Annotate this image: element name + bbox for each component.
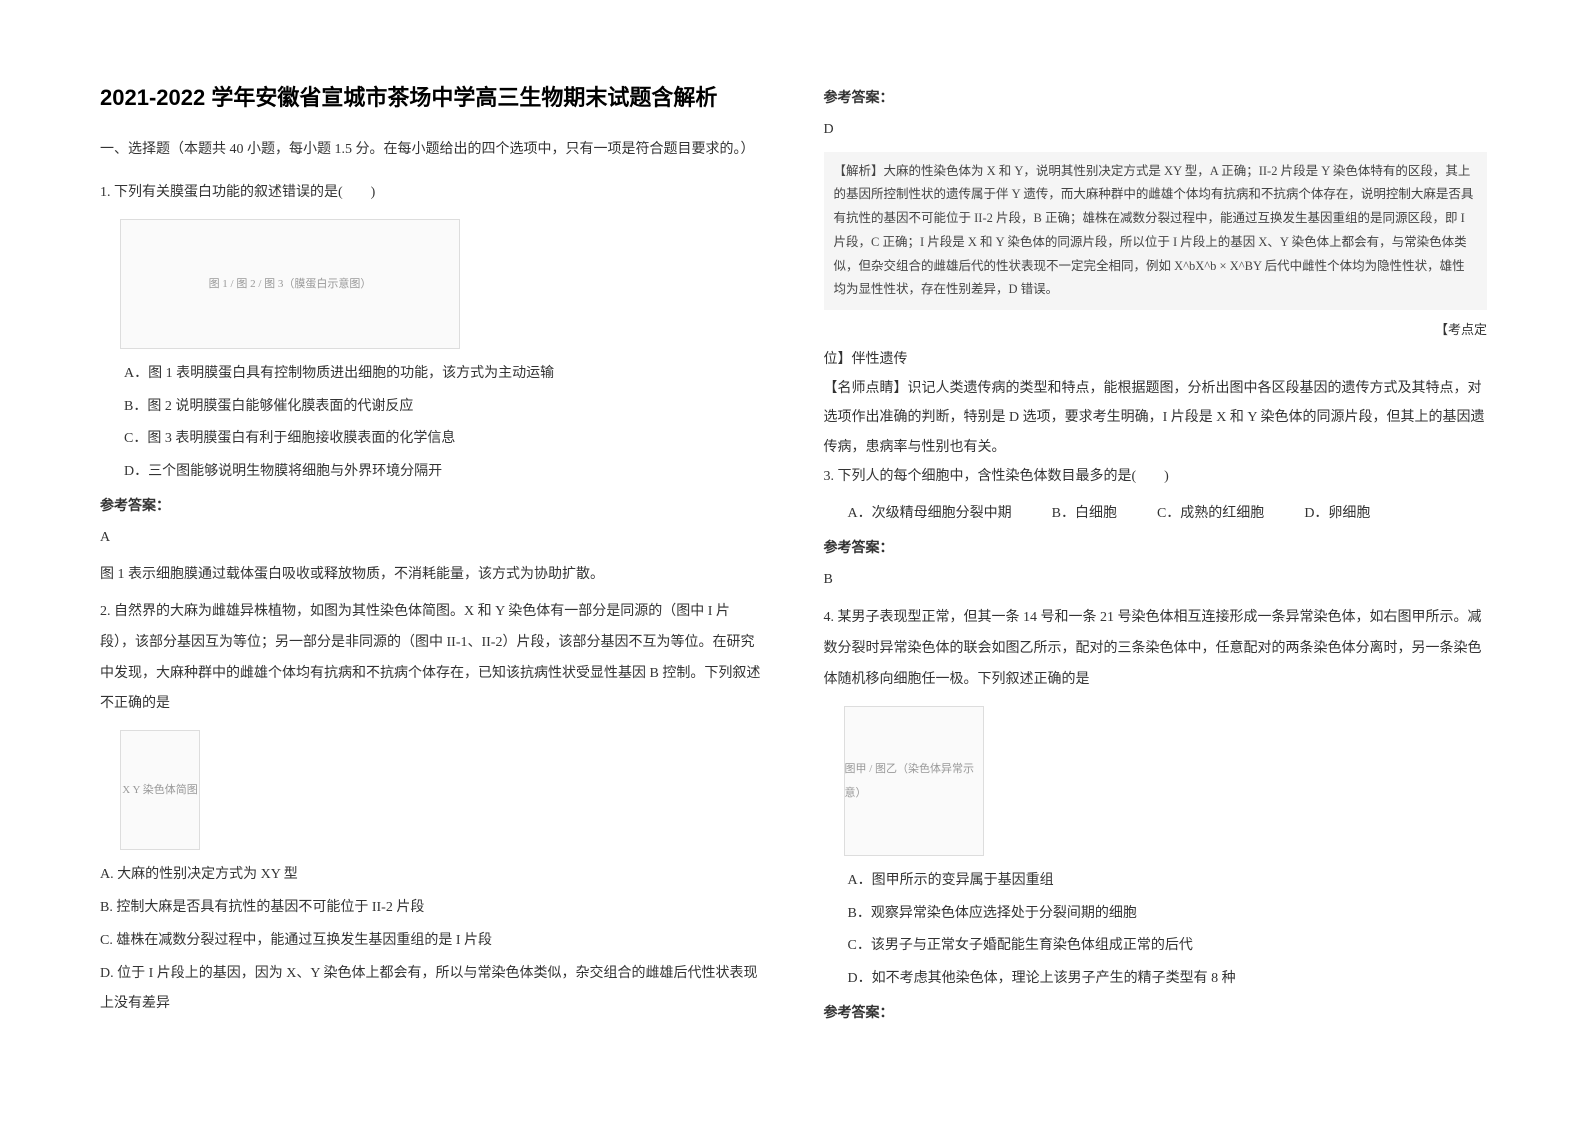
q4-answer-label: 参考答案： [824,999,1488,1030]
q4-option-c: C．该男子与正常女子婚配能生育染色体组成正常的后代 [848,931,1488,962]
section-header: 一、选择题（本题共 40 小题，每小题 1.5 分。在每小题给出的四个选项中，只… [100,135,764,166]
question-3: 3. 下列人的每个细胞中，含性染色体数目最多的是( ) A．次级精母细胞分裂中期… [824,462,1488,595]
q1-explanation: 图 1 表示细胞膜通过载体蛋白吸收或释放物质，不消耗能量，该方式为协助扩散。 [100,560,764,589]
q4-option-d: D．如不考虑其他染色体，理论上该男子产生的精子类型有 8 种 [848,964,1488,995]
q3-option-c: C．成熟的红细胞 [1157,499,1264,530]
right-column: 参考答案： D 【解析】大麻的性染色体为 X 和 Y，说明其性别决定方式是 XY… [824,80,1488,1082]
q2-explanation-box: 【解析】大麻的性染色体为 X 和 Y，说明其性别决定方式是 XY 型，A 正确；… [824,152,1488,311]
mingshi: 【名师点睛】识记人类遗传病的类型和特点，能根据题图，分析出图中各区段基因的遗传方… [824,374,1488,462]
question-1: 1. 下列有关膜蛋白功能的叙述错误的是( ) 图 1 / 图 2 / 图 3（膜… [100,178,764,589]
q2-option-a: A. 大麻的性别决定方式为 XY 型 [100,860,764,891]
page-title: 2021-2022 学年安徽省宣城市茶场中学高三生物期末试题含解析 [100,80,764,115]
q2-figure: X Y 染色体简图 [120,730,200,850]
q4-option-b: B．观察异常染色体应选择处于分裂间期的细胞 [848,899,1488,930]
question-4: 4. 某男子表现型正常，但其一条 14 号和一条 21 号染色体相互连接形成一条… [824,603,1488,1029]
q3-answer: B [824,565,1488,596]
q2-option-b: B. 控制大麻是否具有抗性的基因不可能位于 II-2 片段 [100,893,764,924]
q1-stem: 1. 下列有关膜蛋白功能的叙述错误的是( ) [100,178,764,209]
kaodian-tail: 【考点定 [824,316,1488,345]
q3-answer-label: 参考答案： [824,534,1488,565]
q1-option-a: A．图 1 表明膜蛋白具有控制物质进出细胞的功能，该方式为主动运输 [124,359,764,390]
q2-answer-label: 参考答案： [824,84,1488,115]
q2-option-d: D. 位于 I 片段上的基因，因为 X、Y 染色体上都会有，所以与常染色体类似，… [100,959,764,1021]
question-2: 2. 自然界的大麻为雌雄异株植物，如图为其性染色体简图。X 和 Y 染色体有一部… [100,597,764,1020]
q1-answer: A [100,523,764,554]
q2-option-c: C. 雄株在减数分裂过程中，能通过互换发生基因重组的是 I 片段 [100,926,764,957]
q3-stem: 3. 下列人的每个细胞中，含性染色体数目最多的是( ) [824,462,1488,493]
q3-option-d: D．卵细胞 [1304,499,1370,530]
q1-option-b: B．图 2 说明膜蛋白能够催化膜表面的代谢反应 [124,392,764,423]
q1-option-c: C．图 3 表明膜蛋白有利于细胞接收膜表面的化学信息 [124,424,764,455]
q4-option-a: A．图甲所示的变异属于基因重组 [848,866,1488,897]
q4-stem: 4. 某男子表现型正常，但其一条 14 号和一条 21 号染色体相互连接形成一条… [824,603,1488,695]
q3-options: A．次级精母细胞分裂中期 B．白细胞 C．成熟的红细胞 D．卵细胞 [848,499,1488,530]
q4-figure: 图甲 / 图乙（染色体异常示意） [844,706,984,856]
left-column: 2021-2022 学年安徽省宣城市茶场中学高三生物期末试题含解析 一、选择题（… [100,80,764,1082]
kaodian-text: 位】伴性遗传 [824,345,1488,374]
q3-option-a: A．次级精母细胞分裂中期 [848,499,1012,530]
q2-answer: D [824,115,1488,146]
q3-option-b: B．白细胞 [1052,499,1117,530]
q1-figure: 图 1 / 图 2 / 图 3（膜蛋白示意图） [120,219,460,349]
q1-answer-label: 参考答案： [100,492,764,523]
q1-option-d: D．三个图能够说明生物膜将细胞与外界环境分隔开 [124,457,764,488]
q2-stem: 2. 自然界的大麻为雌雄异株植物，如图为其性染色体简图。X 和 Y 染色体有一部… [100,597,764,720]
